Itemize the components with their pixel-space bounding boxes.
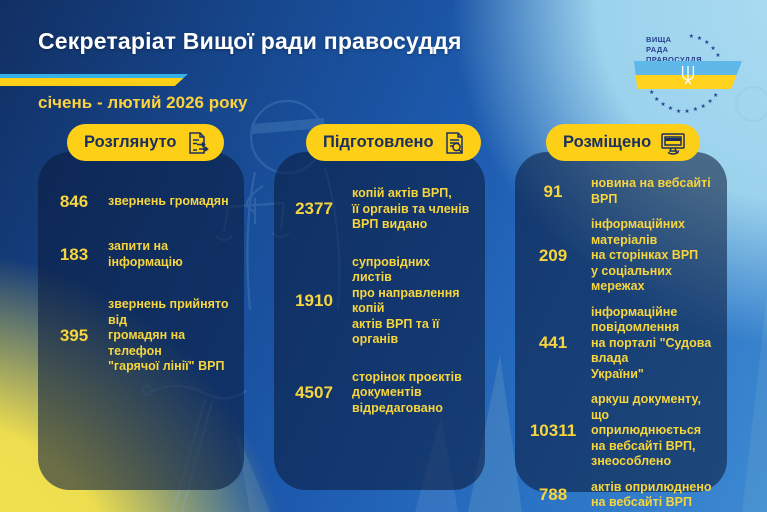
document-magnifier-icon xyxy=(445,131,463,154)
stat-value: 395 xyxy=(59,325,89,345)
page-title: Секретаріат Вищої ради правосуддя xyxy=(38,28,462,54)
ukraine-flag-icon xyxy=(634,61,742,89)
stat-row: 209 інформаційних матеріалів на сторінках… xyxy=(523,217,717,295)
hcj-logo: ВИЩА РАДА ПРАВОСУДДЯ ★★★★★★★★★★★★★★★★★★★… xyxy=(616,30,756,122)
stats-rows: 91 новина на вебсайті ВРП 209 інформаційних… xyxy=(523,176,717,512)
stat-text: супровідних листів про направлення копій… xyxy=(352,254,460,347)
stat-row: 846 звернень громадян xyxy=(48,192,232,212)
star-icon: ★ xyxy=(692,107,699,114)
star-icon: ★ xyxy=(710,45,716,52)
section-badge-published: Розміщено xyxy=(546,124,701,161)
stat-text: звернень прийнято від громадян на телефо… xyxy=(108,297,229,373)
stat-value: 209 xyxy=(538,245,568,265)
star-icon: ★ xyxy=(713,92,719,99)
stats-rows: 846 звернень громадян 183 запити на інформа… xyxy=(48,192,232,375)
stat-row: 788 актів оприлюднено на вебсайті ВРП xyxy=(523,480,717,511)
stats-rows: 2377 копій актів ВРП, її органів та члені… xyxy=(284,186,473,416)
stat-row: 10311 аркуш документу, що оприлюднюється … xyxy=(523,392,717,470)
stat-text: запити на інформацію xyxy=(108,239,183,269)
star-icon: ★ xyxy=(715,52,721,59)
stat-value: 788 xyxy=(538,485,568,504)
stats-card-reviewed: 846 звернень громадян 183 запити на інформа… xyxy=(38,152,244,490)
star-icon: ★ xyxy=(653,96,660,103)
stat-value: 183 xyxy=(59,244,89,264)
star-icon: ★ xyxy=(667,106,674,113)
stat-row: 183 запити на інформацію xyxy=(48,239,232,270)
stat-row: 2377 копій актів ВРП, її органів та члені… xyxy=(284,186,473,233)
stat-value: 1910 xyxy=(295,291,333,310)
document-forward-icon xyxy=(188,131,209,154)
stat-text: аркуш документу, що оприлюднюється на ве… xyxy=(591,392,702,468)
stat-value: 91 xyxy=(543,181,563,201)
logo-line-3: ПРАВОСУДДЯ xyxy=(646,54,702,64)
stat-value: 846 xyxy=(59,192,89,211)
star-icon: ★ xyxy=(696,35,703,42)
stat-text: сторінок проєктів документів відредагова… xyxy=(352,369,462,415)
stripe-blue-bar xyxy=(0,74,188,78)
stat-value: 10311 xyxy=(529,420,577,440)
star-icon: ★ xyxy=(660,102,666,109)
star-icon: ★ xyxy=(707,99,713,106)
flag-yellow-half xyxy=(634,75,742,89)
stat-row: 395 звернень прийнято від громадян на тел… xyxy=(48,297,232,375)
hcj-logo-text: ВИЩА РАДА ПРАВОСУДДЯ xyxy=(646,35,702,64)
stat-row: 91 новина на вебсайті ВРП xyxy=(523,176,717,207)
stats-card-published: 91 новина на вебсайті ВРП 209 інформаційних… xyxy=(515,152,727,509)
stat-text: інформаційне повідомлення на порталі "Су… xyxy=(591,304,712,381)
star-icon: ★ xyxy=(648,89,655,96)
stripe-yellow-bar xyxy=(0,78,188,86)
star-icon: ★ xyxy=(700,104,706,111)
section-badge-prepared: Підготовлено xyxy=(306,124,481,161)
section-label: Розміщено xyxy=(563,133,652,151)
monitor-refresh-icon xyxy=(661,132,685,155)
stat-value: 441 xyxy=(538,333,568,353)
stat-text: новина на вебсайті ВРП xyxy=(591,176,711,206)
section-label: Розглянуто xyxy=(84,133,177,151)
flag-stripe-divider xyxy=(0,74,188,86)
stat-row: 1910 супровідних листів про направлення к… xyxy=(284,255,473,348)
star-icon: ★ xyxy=(704,40,710,47)
stat-value: 2377 xyxy=(295,199,333,219)
stat-text: копій актів ВРП, її органів та членів ВР… xyxy=(352,186,470,231)
star-icon: ★ xyxy=(684,108,690,115)
star-icon: ★ xyxy=(688,33,694,40)
stat-row: 4507 сторінок проєктів документів відреда… xyxy=(284,370,473,417)
star-icon: ★ xyxy=(675,108,682,115)
stat-row: 441 інформаційне повідомлення на порталі … xyxy=(523,305,717,383)
logo-line-2: РАДА xyxy=(646,44,669,54)
section-badge-reviewed: Розглянуто xyxy=(67,124,224,161)
stats-card-prepared: 2377 копій актів ВРП, її органів та члені… xyxy=(274,152,485,490)
trident-icon xyxy=(681,66,695,85)
logo-line-1: ВИЩА xyxy=(646,35,672,44)
report-period: січень - лютий 2026 року xyxy=(38,93,248,112)
stat-value: 4507 xyxy=(295,382,333,402)
stat-text: звернень громадян xyxy=(108,194,229,209)
stat-text: інформаційних матеріалів на сторінках ВР… xyxy=(591,217,699,293)
stat-text: актів оприлюднено на вебсайті ВРП xyxy=(591,479,712,510)
section-label: Підготовлено xyxy=(323,133,434,151)
